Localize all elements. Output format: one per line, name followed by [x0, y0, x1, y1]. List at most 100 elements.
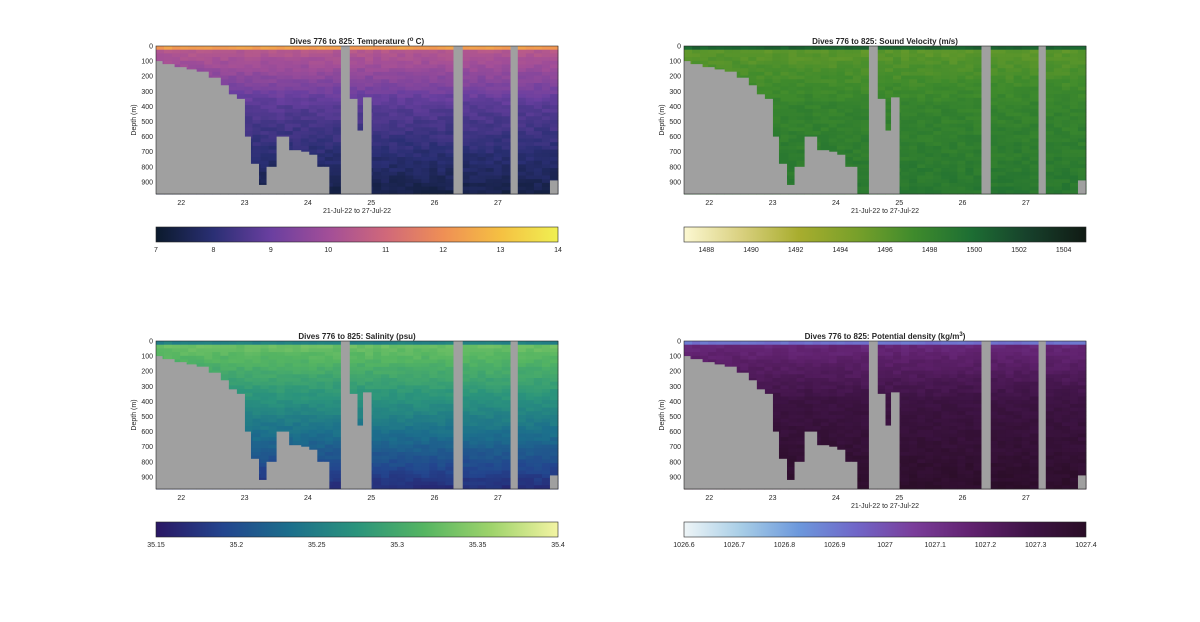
heatmap-cell — [917, 120, 926, 125]
heatmap-cell — [501, 46, 511, 51]
heatmap-cell — [316, 437, 326, 442]
seafloor-block — [885, 130, 892, 194]
heatmap-cell — [244, 400, 253, 405]
heatmap-cell — [429, 60, 438, 65]
heatmap-cell — [973, 179, 982, 184]
heatmap-cell — [1045, 46, 1055, 51]
heatmap-cell — [332, 64, 342, 69]
heatmap-cell — [525, 53, 535, 58]
heatmap-cell — [397, 75, 406, 80]
heatmap-cell — [405, 68, 414, 73]
heatmap-cell — [796, 64, 805, 69]
heatmap-cell — [949, 53, 958, 58]
heatmap-cell — [876, 86, 886, 91]
heatmap-cell — [252, 75, 261, 80]
heatmap-cell — [220, 341, 229, 346]
heatmap-cell — [405, 138, 414, 143]
heatmap-cell — [268, 444, 277, 449]
heatmap-cell — [933, 53, 942, 58]
heatmap-cell — [541, 49, 551, 54]
heatmap-cell — [517, 112, 527, 117]
heatmap-cell — [804, 79, 814, 84]
colorbar-tick-label: 8 — [211, 247, 215, 254]
heatmap-cell — [828, 94, 838, 99]
heatmap-cell — [316, 153, 326, 158]
heatmap-cell — [252, 60, 261, 65]
heatmap-cell — [828, 83, 838, 88]
heatmap-cell — [308, 149, 318, 154]
heatmap-cell — [477, 168, 487, 173]
heatmap-cell — [893, 79, 902, 84]
heatmap-cell — [788, 105, 797, 110]
heatmap-cell — [885, 116, 894, 121]
heatmap-cell — [300, 75, 310, 80]
heatmap-cell — [925, 90, 934, 95]
heatmap-cell — [469, 127, 478, 132]
heatmap-cell — [517, 57, 527, 62]
heatmap-cell — [1061, 71, 1071, 76]
heatmap-cell — [461, 75, 470, 80]
heatmap-cell — [469, 112, 478, 117]
heatmap-cell — [268, 101, 277, 106]
heatmap-cell — [292, 75, 302, 80]
heatmap-cell — [397, 49, 406, 54]
heatmap-cell — [260, 396, 269, 401]
heatmap-cell — [748, 68, 757, 73]
heatmap-cell — [724, 49, 733, 54]
colorbar-tick-label: 1504 — [1056, 247, 1072, 254]
heatmap-cell — [917, 101, 926, 106]
heatmap-cell — [1029, 108, 1039, 113]
heatmap-cell — [228, 366, 237, 371]
heatmap-cell — [493, 145, 503, 150]
heatmap-cell — [901, 131, 910, 136]
heatmap-cell — [1005, 175, 1015, 180]
heatmap-cell — [268, 359, 277, 364]
heatmap-cell — [812, 105, 822, 110]
heatmap-cell — [941, 142, 950, 147]
heatmap-cell — [389, 134, 398, 139]
heatmap-cell — [692, 49, 701, 54]
heatmap-cell — [788, 164, 797, 169]
heatmap-cell — [437, 53, 446, 58]
heatmap-cell — [893, 64, 902, 69]
heatmap-cell — [493, 46, 503, 51]
heatmap-cell — [228, 60, 237, 65]
seafloor-block — [844, 166, 852, 194]
heatmap-cell — [740, 53, 749, 58]
heatmap-cell — [485, 105, 495, 110]
heatmap-cell — [429, 90, 438, 95]
heatmap-cell — [324, 157, 334, 162]
heatmap-cell — [1045, 68, 1055, 73]
heatmap-cell — [772, 108, 781, 113]
heatmap-cell — [1061, 190, 1071, 195]
seafloor-block — [1077, 180, 1086, 194]
heatmap-cell — [1077, 145, 1087, 150]
heatmap-cell — [812, 97, 822, 102]
heatmap-cell — [501, 142, 511, 147]
heatmap-cell — [485, 101, 495, 106]
heatmap-cell — [324, 57, 334, 62]
heatmap-cell — [437, 160, 446, 165]
heatmap-cell — [748, 60, 757, 65]
heatmap-cell — [252, 134, 261, 139]
heatmap-cell — [252, 411, 261, 416]
heatmap-cell — [308, 116, 318, 121]
heatmap-cell — [252, 149, 261, 154]
heatmap-cell — [381, 182, 390, 187]
heatmap-cell — [828, 68, 838, 73]
heatmap-cell — [316, 459, 326, 464]
seafloor-block — [244, 136, 251, 194]
heatmap-cell — [533, 120, 543, 125]
heatmap-cell — [949, 112, 958, 117]
heatmap-cell — [445, 90, 454, 95]
heatmap-cell — [260, 341, 269, 346]
heatmap-cell — [941, 164, 950, 169]
heatmap-cell — [772, 64, 781, 69]
heatmap-cell — [852, 71, 862, 76]
heatmap-cell — [541, 101, 551, 106]
heatmap-cell — [276, 53, 286, 58]
heatmap-cell — [501, 168, 511, 173]
heatmap-cell — [1005, 153, 1015, 158]
heatmap-cell — [316, 426, 326, 431]
heatmap-cell — [501, 49, 511, 54]
